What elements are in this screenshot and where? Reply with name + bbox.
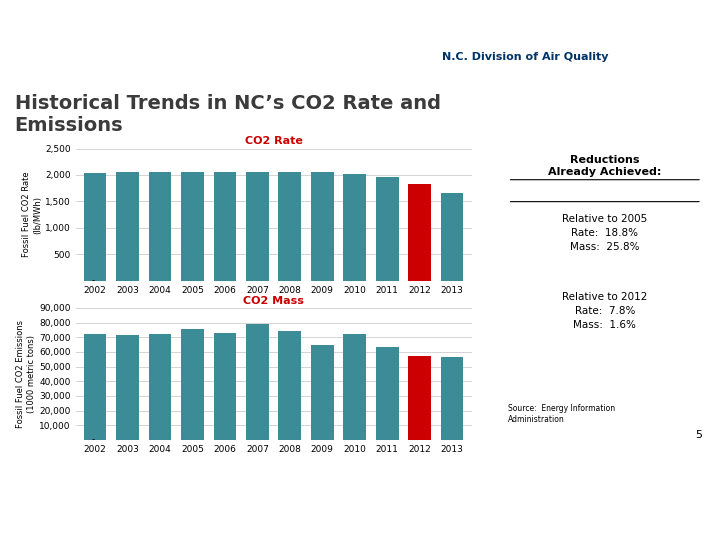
Text: -: - (91, 436, 95, 444)
Text: Source:  Energy Information
Administration: Source: Energy Information Administratio… (508, 404, 615, 424)
Title: CO2 Mass: CO2 Mass (243, 295, 304, 306)
Bar (214, 172, 236, 281)
Bar (246, 172, 269, 281)
Bar (116, 335, 139, 440)
Bar (441, 193, 464, 281)
Text: -: - (91, 276, 95, 285)
Bar (84, 173, 107, 281)
Text: N.C. Division of Air Quality: N.C. Division of Air Quality (442, 52, 609, 62)
Text: 5: 5 (695, 430, 702, 440)
Bar (214, 333, 236, 440)
Bar (246, 324, 269, 440)
Bar (311, 345, 333, 440)
Bar (408, 355, 431, 440)
Bar (343, 334, 366, 440)
Y-axis label: Fossil Fuel CO2 Rate
(lb/MWh): Fossil Fuel CO2 Rate (lb/MWh) (22, 172, 42, 258)
Bar (376, 177, 399, 281)
Text: Historical Trends in NC’s CO2 Rate and
Emissions: Historical Trends in NC’s CO2 Rate and E… (14, 94, 441, 135)
Bar (408, 184, 431, 281)
Bar (116, 172, 139, 281)
Bar (181, 329, 204, 440)
Text: Relative to 2005
Rate:  18.8%
Mass:  25.8%: Relative to 2005 Rate: 18.8% Mass: 25.8% (562, 214, 647, 252)
Text: Relative to 2012
Rate:  7.8%
Mass:  1.6%: Relative to 2012 Rate: 7.8% Mass: 1.6% (562, 293, 647, 330)
Bar (441, 357, 464, 440)
Bar (376, 348, 399, 440)
Title: CO2 Rate: CO2 Rate (245, 136, 302, 146)
Y-axis label: Fossil Fuel CO2 Emissions
(1000 metric tons): Fossil Fuel CO2 Emissions (1000 metric t… (17, 320, 37, 428)
FancyBboxPatch shape (360, 39, 691, 80)
Bar (148, 334, 171, 440)
Bar (311, 172, 333, 281)
Bar (181, 172, 204, 281)
Bar (148, 172, 171, 281)
Bar (279, 330, 301, 440)
Bar (279, 172, 301, 281)
Text: Reductions
Already Achieved:: Reductions Already Achieved: (548, 154, 662, 177)
Bar (84, 334, 107, 440)
Text: North Carolina Department of Environment and Natural Resources: North Carolina Department of Environment… (7, 11, 347, 21)
Bar (343, 174, 366, 281)
